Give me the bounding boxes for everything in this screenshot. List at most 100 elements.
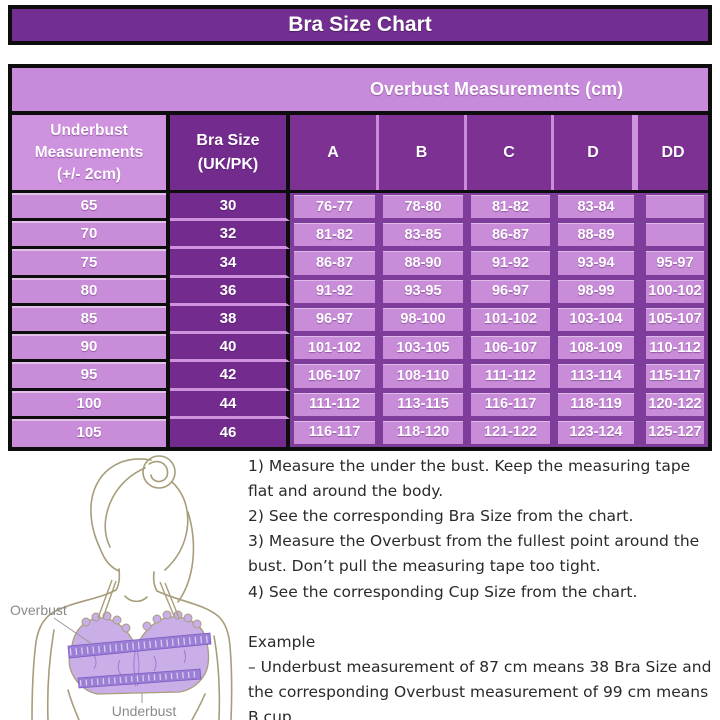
overbust-label: Overbust bbox=[10, 602, 67, 618]
table-body: 65 30 76-77 78-80 81-82 83-84 70 32 81-8… bbox=[12, 193, 708, 447]
cup-cell: 93-94 bbox=[554, 249, 638, 278]
bra-size-cell: 38 bbox=[170, 305, 290, 335]
overbust-group-header: Overbust Measurements (cm) bbox=[12, 68, 708, 115]
cup-value: 111-112 bbox=[294, 392, 375, 416]
cup-cell: 93-95 bbox=[379, 277, 467, 306]
cup-cell: 103-104 bbox=[554, 305, 638, 335]
size-table: Overbust Measurements (cm) Underbust Mea… bbox=[8, 64, 712, 451]
cup-cell: 111-112 bbox=[290, 390, 379, 419]
table-row: 105 46 116-117 118-120 121-122 123-124 1… bbox=[12, 418, 708, 447]
cup-cell: 88-90 bbox=[379, 249, 467, 278]
bra-size-header-line: (UK/PK) bbox=[197, 155, 259, 173]
bra-size-cell: 42 bbox=[170, 362, 290, 391]
cup-cell: 123-124 bbox=[554, 418, 638, 447]
cup-cell: 111-112 bbox=[467, 362, 554, 391]
instruction-step-1: 1) Measure the under the bust. Keep the … bbox=[248, 457, 691, 501]
table-row: 100 44 111-112 113-115 116-117 118-119 1… bbox=[12, 390, 708, 419]
cup-value: 78-80 bbox=[383, 195, 463, 219]
cup-cell bbox=[638, 221, 708, 250]
cup-cell: 116-117 bbox=[467, 390, 554, 419]
cup-value: 108-109 bbox=[558, 336, 634, 360]
underbust-cell: 75 bbox=[12, 249, 170, 278]
bra-size-cell: 40 bbox=[170, 334, 290, 363]
cup-cell: 96-97 bbox=[467, 277, 554, 306]
bra-shape bbox=[67, 579, 212, 695]
bra-size-header-line: Bra Size bbox=[196, 131, 260, 149]
cup-cell: 91-92 bbox=[467, 249, 554, 278]
instructions-block: 1) Measure the under the bust. Keep the … bbox=[248, 454, 714, 720]
cup-cell: 125-127 bbox=[638, 418, 708, 447]
cup-value: 88-89 bbox=[558, 223, 634, 247]
cup-value: 113-114 bbox=[558, 364, 634, 388]
cup-value: 106-107 bbox=[294, 364, 375, 388]
hair-bun bbox=[142, 455, 176, 489]
cup-cell: 106-107 bbox=[290, 362, 379, 391]
underbust-cell: 105 bbox=[12, 418, 170, 447]
cup-cell: 98-100 bbox=[379, 305, 467, 335]
cup-value: 111-112 bbox=[471, 364, 550, 388]
cup-cell: 113-114 bbox=[554, 362, 638, 391]
cup-value: 83-84 bbox=[558, 195, 634, 219]
table-row: 80 36 91-92 93-95 96-97 98-99 100-102 bbox=[12, 277, 708, 306]
bra-size-cell: 46 bbox=[170, 418, 290, 447]
cup-cell: 78-80 bbox=[379, 193, 467, 222]
cup-cell: 113-115 bbox=[379, 390, 467, 419]
cup-cell: 110-112 bbox=[638, 334, 708, 363]
bra-size-cell: 34 bbox=[170, 249, 290, 278]
cup-value: 113-115 bbox=[383, 392, 463, 416]
underbust-cell: 90 bbox=[12, 334, 170, 363]
table-header-row: Underbust Measurements (+/- 2cm) Bra Siz… bbox=[12, 115, 708, 193]
cup-cell: 101-102 bbox=[467, 305, 554, 335]
cup-value: 81-82 bbox=[294, 223, 375, 247]
cup-value: 121-122 bbox=[471, 420, 550, 444]
cup-value: 91-92 bbox=[471, 251, 550, 275]
cup-cell: 86-87 bbox=[290, 249, 379, 278]
cup-cell: 121-122 bbox=[467, 418, 554, 447]
example-line-1: – Underbust measurement of 87 cm means 3… bbox=[248, 657, 712, 720]
overbust-group-header-label: Overbust Measurements (cm) bbox=[370, 79, 624, 99]
cup-header-d: D bbox=[554, 115, 638, 190]
bra-size-cell: 44 bbox=[170, 390, 290, 419]
example-heading: Example bbox=[248, 632, 316, 651]
cup-cell: 103-105 bbox=[379, 334, 467, 363]
cup-cell: 95-97 bbox=[638, 249, 708, 278]
cup-value: 101-102 bbox=[294, 336, 375, 360]
cup-value: 100-102 bbox=[646, 279, 704, 303]
cup-value: 101-102 bbox=[471, 307, 550, 332]
table-row: 65 30 76-77 78-80 81-82 83-84 bbox=[12, 193, 708, 222]
underbust-header-line: Underbust bbox=[50, 121, 128, 139]
cup-cell: 100-102 bbox=[638, 277, 708, 306]
cup-value: 81-82 bbox=[471, 195, 550, 219]
cup-value: 95-97 bbox=[646, 251, 704, 275]
underbust-cell: 70 bbox=[12, 221, 170, 250]
cup-cell: 115-117 bbox=[638, 362, 708, 391]
cup-value: 103-104 bbox=[558, 307, 634, 332]
instruction-step-4: 4) See the corresponding Cup Size from t… bbox=[248, 582, 638, 601]
cup-cell: 116-117 bbox=[290, 418, 379, 447]
underbust-column-header: Underbust Measurements (+/- 2cm) bbox=[12, 115, 170, 190]
underbust-label: Underbust bbox=[112, 703, 177, 719]
cup-cell: 101-102 bbox=[290, 334, 379, 363]
cup-cell: 91-92 bbox=[290, 277, 379, 306]
cup-value: 91-92 bbox=[294, 279, 375, 303]
cup-value: 116-117 bbox=[294, 420, 375, 444]
cup-value: 96-97 bbox=[471, 279, 550, 303]
cup-value: 88-90 bbox=[383, 251, 463, 275]
cup-value: 106-107 bbox=[471, 336, 550, 360]
cup-cell: 105-107 bbox=[638, 305, 708, 335]
cup-cell: 86-87 bbox=[467, 221, 554, 250]
cup-cell: 118-120 bbox=[379, 418, 467, 447]
underbust-cell: 85 bbox=[12, 305, 170, 335]
cup-cell: 81-82 bbox=[467, 193, 554, 222]
cup-cell: 118-119 bbox=[554, 390, 638, 419]
cup-value: 123-124 bbox=[558, 420, 634, 444]
underbust-cell: 100 bbox=[12, 390, 170, 419]
cup-value bbox=[646, 223, 704, 247]
underbust-cell: 95 bbox=[12, 362, 170, 391]
cup-cell: 98-99 bbox=[554, 277, 638, 306]
cup-value: 118-120 bbox=[383, 420, 463, 444]
cup-value bbox=[646, 195, 704, 219]
cup-header-c: C bbox=[467, 115, 554, 190]
table-row: 90 40 101-102 103-105 106-107 108-109 11… bbox=[12, 334, 708, 363]
cup-cell: 108-109 bbox=[554, 334, 638, 363]
